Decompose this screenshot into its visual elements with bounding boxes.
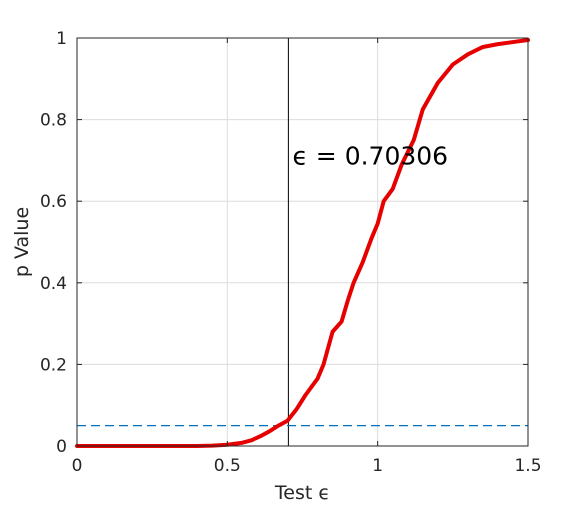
y-tick-label: 1 <box>56 29 67 49</box>
x-tick-label: 0 <box>72 456 83 476</box>
series-layer <box>75 38 530 448</box>
x-tick-labels: 0 0.5 1 1.5 <box>72 456 542 476</box>
reference-lines <box>77 38 528 446</box>
y-tick-label: 0.6 <box>40 192 67 212</box>
y-tick-label: 0 <box>56 437 67 457</box>
y-tick-label: 0.4 <box>40 274 67 294</box>
grid-lines <box>76 37 529 447</box>
plot-frame <box>76 37 529 447</box>
y-axis-label: p Value <box>11 207 33 277</box>
y-tick-label: 0.8 <box>40 111 67 131</box>
epsilon-annotation: ϵ = 0.70306 <box>292 141 448 170</box>
y-tick-label: 0.2 <box>40 355 67 375</box>
x-tick-label: 1 <box>372 456 383 476</box>
tick-marks <box>76 37 529 447</box>
p-value-curve <box>75 38 530 448</box>
x-tick-label: 1.5 <box>514 456 541 476</box>
y-tick-labels: 0 0.2 0.4 0.6 0.8 1 <box>40 29 67 457</box>
x-axis-label: Test ϵ <box>274 482 330 504</box>
x-tick-label: 0.5 <box>214 456 241 476</box>
